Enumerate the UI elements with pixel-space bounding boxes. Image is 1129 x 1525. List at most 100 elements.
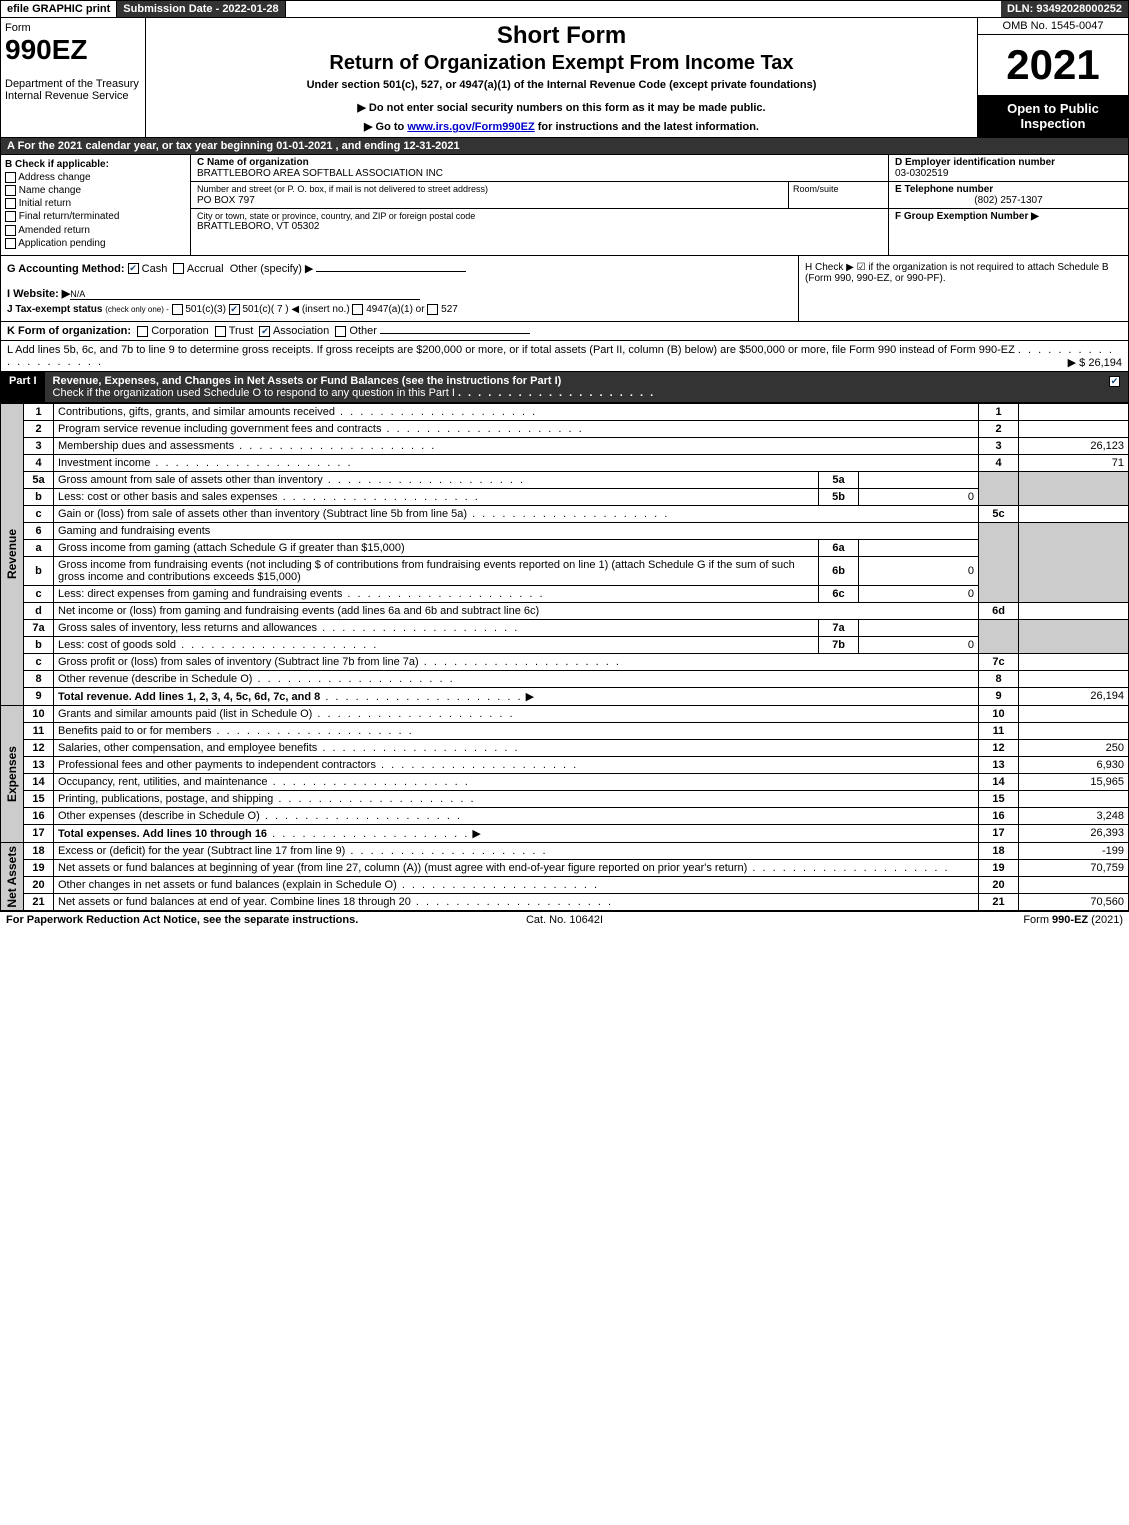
j-o4: 527: [441, 304, 458, 315]
r20-desc: Other changes in net assets or fund bala…: [54, 876, 979, 893]
r3-num: 3: [24, 437, 54, 454]
r6d-rn: 6d: [979, 602, 1019, 619]
r7c-val: [1019, 653, 1129, 670]
r5a-sl: 5a: [819, 471, 859, 488]
opt-final: Final return/terminated: [19, 212, 120, 223]
r5b-desc: Less: cost or other basis and sales expe…: [54, 488, 819, 505]
footer-left: For Paperwork Reduction Act Notice, see …: [6, 914, 378, 926]
r6d-val: [1019, 602, 1129, 619]
r5c-rn: 5c: [979, 505, 1019, 522]
row-5c: c Gain or (loss) from sale of assets oth…: [1, 505, 1129, 522]
k-label: K Form of organization:: [7, 325, 131, 337]
row-5b: b Less: cost or other basis and sales ex…: [1, 488, 1129, 505]
check-other[interactable]: [335, 326, 346, 337]
r7c-num: c: [24, 653, 54, 670]
website-value: N/A: [70, 289, 420, 300]
r1-num: 1: [24, 403, 54, 420]
r14-rn: 14: [979, 773, 1019, 790]
e-telephone: E Telephone number (802) 257-1307: [889, 182, 1128, 209]
r1-rn: 1: [979, 403, 1019, 420]
row-17: 17 Total expenses. Add lines 10 through …: [1, 824, 1129, 842]
r6a-num: a: [24, 539, 54, 556]
check-4947[interactable]: [352, 304, 363, 315]
row-19: 19 Net assets or fund balances at beginn…: [1, 859, 1129, 876]
fr-post: (2021): [1088, 914, 1123, 926]
opt-initial: Initial return: [19, 198, 71, 209]
check-name-change[interactable]: Name change: [5, 185, 186, 196]
opt-name: Name change: [19, 185, 81, 196]
r17-rn: 17: [979, 824, 1019, 842]
check-527[interactable]: [427, 304, 438, 315]
room-label: Room/suite: [793, 184, 839, 194]
ein-label: D Employer identification number: [895, 157, 1055, 168]
check-corp[interactable]: [137, 326, 148, 337]
check-final-return[interactable]: Final return/terminated: [5, 211, 186, 222]
other-specify-input[interactable]: [316, 271, 466, 272]
tel-label: E Telephone number: [895, 184, 993, 195]
check-accrual[interactable]: [173, 263, 184, 274]
row-7b: b Less: cost of goods sold 7b 0: [1, 636, 1129, 653]
r12-desc: Salaries, other compensation, and employ…: [54, 739, 979, 756]
check-amended[interactable]: Amended return: [5, 225, 186, 236]
r10-desc: Grants and similar amounts paid (list in…: [54, 705, 979, 722]
r5a-sv: [859, 471, 979, 488]
part-i-check[interactable]: [1101, 372, 1128, 402]
k-other-input[interactable]: [380, 333, 530, 334]
row-14: 14 Occupancy, rent, utilities, and maint…: [1, 773, 1129, 790]
r4-val: 71: [1019, 454, 1129, 471]
r19-val: 70,759: [1019, 859, 1129, 876]
check-501c[interactable]: [229, 304, 240, 315]
ssn-warning: ▶ Do not enter social security numbers o…: [154, 101, 969, 114]
r6-shade: [979, 522, 1019, 602]
row-6c: c Less: direct expenses from gaming and …: [1, 585, 1129, 602]
r7b-num: b: [24, 636, 54, 653]
j-o3: 4947(a)(1) or: [366, 304, 424, 315]
k-other: Other: [349, 325, 377, 337]
c-street-label: Number and street (or P. O. box, if mail…: [197, 184, 488, 194]
r8-desc: Other revenue (describe in Schedule O): [54, 670, 979, 687]
k-line: K Form of organization: Corporation Trus…: [0, 322, 1129, 341]
r13-desc: Professional fees and other payments to …: [54, 756, 979, 773]
efile-print[interactable]: efile GRAPHIC print: [1, 1, 117, 17]
tax-year: 2021: [978, 35, 1128, 95]
r7a-sl: 7a: [819, 619, 859, 636]
check-assoc[interactable]: [259, 326, 270, 337]
r2-val: [1019, 420, 1129, 437]
r7a-num: 7a: [24, 619, 54, 636]
row-8: 8 Other revenue (describe in Schedule O)…: [1, 670, 1129, 687]
r17-desc: Total expenses. Add lines 10 through 16 …: [54, 824, 979, 842]
irs-link[interactable]: www.irs.gov/Form990EZ: [407, 121, 534, 133]
r14-desc: Occupancy, rent, utilities, and maintena…: [54, 773, 979, 790]
r6b-sl: 6b: [819, 556, 859, 585]
check-initial-return[interactable]: Initial return: [5, 198, 186, 209]
r6-shade-val: [1019, 522, 1129, 602]
j-tax-exempt: J Tax-exempt status (check only one) - 5…: [7, 304, 792, 315]
r18-num: 18: [24, 842, 54, 859]
r11-num: 11: [24, 722, 54, 739]
check-trust[interactable]: [215, 326, 226, 337]
r7-shade-val: [1019, 619, 1129, 653]
r16-num: 16: [24, 807, 54, 824]
check-cash[interactable]: [128, 263, 139, 274]
r12-rn: 12: [979, 739, 1019, 756]
r16-rn: 16: [979, 807, 1019, 824]
row-20: 20 Other changes in net assets or fund b…: [1, 876, 1129, 893]
c-name-row: C Name of organization BRATTLEBORO AREA …: [191, 155, 888, 182]
row-18: Net Assets 18 Excess or (deficit) for th…: [1, 842, 1129, 859]
check-address-change[interactable]: Address change: [5, 172, 186, 183]
header-right: OMB No. 1545-0047 2021 Open to Public In…: [978, 18, 1128, 137]
k-trust: Trust: [229, 325, 254, 337]
ein-value: 03-0302519: [895, 168, 948, 179]
r3-val: 26,123: [1019, 437, 1129, 454]
row-6: 6 Gaming and fundraising events: [1, 522, 1129, 539]
r5b-sl: 5b: [819, 488, 859, 505]
cash-label: Cash: [142, 263, 168, 275]
form-number: 990EZ: [5, 34, 141, 66]
r12-num: 12: [24, 739, 54, 756]
l-text: L Add lines 5b, 6c, and 7b to line 9 to …: [7, 344, 1015, 356]
check-501c3[interactable]: [172, 304, 183, 315]
check-pending[interactable]: Application pending: [5, 238, 186, 249]
r9-desc: Total revenue. Add lines 1, 2, 3, 4, 5c,…: [54, 687, 979, 705]
r5c-val: [1019, 505, 1129, 522]
r6c-sl: 6c: [819, 585, 859, 602]
